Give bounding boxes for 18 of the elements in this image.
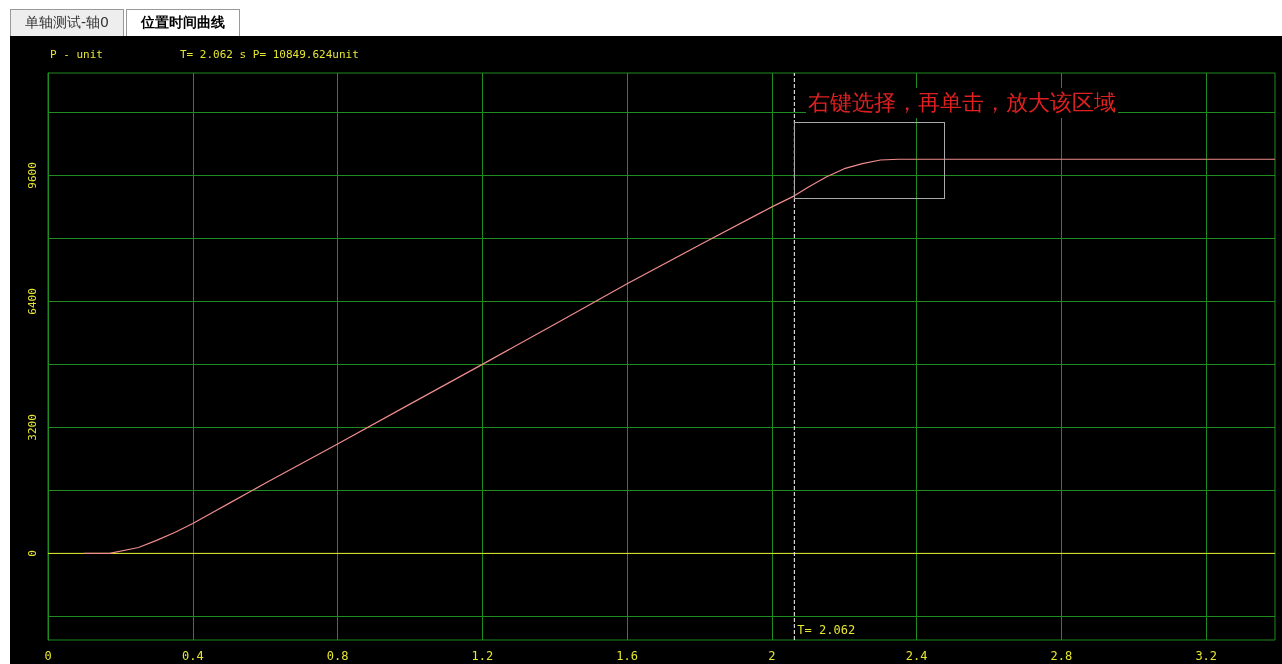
- x-tick-label: 0.4: [181, 649, 204, 663]
- ref-line-label: T= 2.062: [797, 623, 856, 637]
- x-tick-label: 0.8: [326, 649, 349, 663]
- x-tick-label: 2: [768, 649, 776, 663]
- x-tick-label: 1.6: [616, 649, 638, 663]
- y-tick-label: 6400: [26, 288, 39, 315]
- y-tick-label: 9600: [26, 162, 39, 189]
- x-tick-label: 2.8: [1050, 649, 1073, 663]
- x-tick-label: 0: [44, 649, 52, 663]
- y-tick-label: 3200: [26, 414, 39, 441]
- text: T= 2.062 s P= 10849.624unit: [180, 48, 359, 61]
- x-tick-label: 2.4: [905, 649, 928, 663]
- annotation: 右键选择，再单击，放大该区域: [806, 88, 1119, 119]
- x-tick-label: 3.2: [1195, 649, 1218, 663]
- x-tick-label: 1.2: [471, 649, 494, 663]
- chart-title: 位置时间曲线: [125, 9, 240, 36]
- y-axis-title: P - unit: [50, 48, 103, 61]
- y-tick-label: 0: [26, 550, 39, 557]
